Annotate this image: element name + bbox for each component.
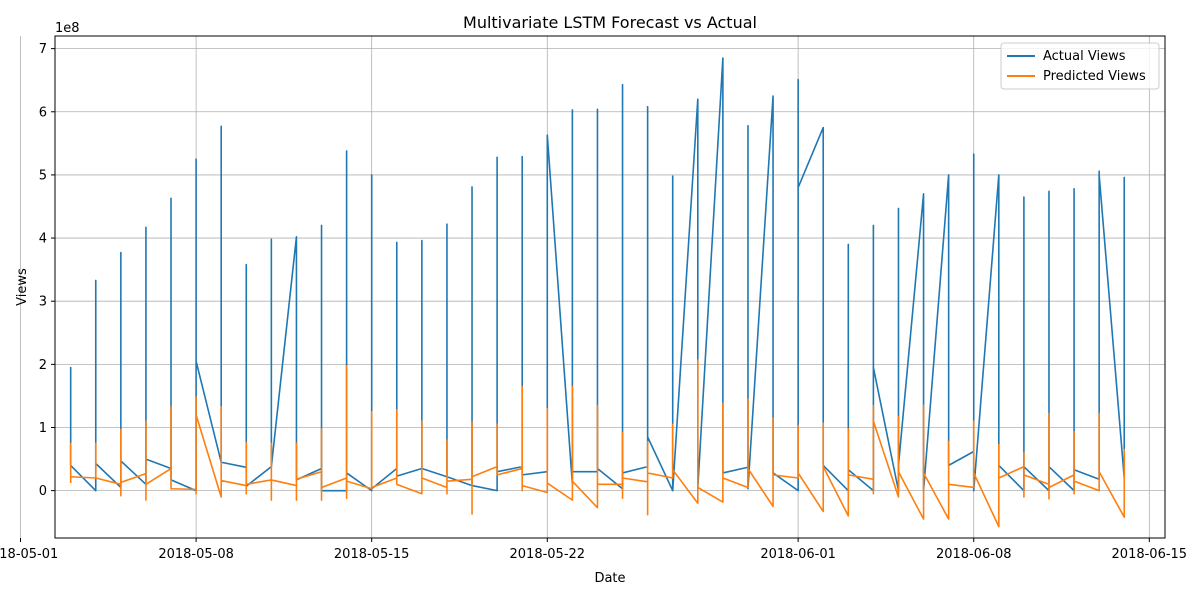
y-tick-label: 0	[39, 484, 47, 499]
x-tick-label: 2018-05-01	[0, 547, 58, 562]
series-layer	[69, 57, 1126, 528]
y-tick-label: 3	[39, 295, 47, 310]
x-axis-label: Date	[594, 571, 625, 586]
x-tick-label: 2018-06-15	[1112, 547, 1188, 562]
y-tick-label: 5	[39, 168, 47, 183]
x-tick-label: 2018-06-08	[936, 547, 1012, 562]
x-tick-label: 2018-05-15	[334, 547, 410, 562]
series-line-predicted-views	[69, 359, 1126, 528]
y-tick-label: 6	[39, 105, 47, 120]
x-tick-label: 2018-05-08	[158, 547, 234, 562]
legend-box	[1000, 42, 1160, 90]
chart-title: Multivariate LSTM Forecast vs Actual	[463, 13, 757, 32]
x-tick-label: 2018-06-01	[760, 547, 836, 562]
ticks-layer: 2018-05-01 2018-05-08 2018-05-15 2018-05-22…	[0, 42, 1187, 562]
y-axis-label: Views	[15, 268, 30, 306]
y-tick-label: 2	[39, 358, 47, 373]
y-tick-label: 1	[39, 421, 47, 436]
axes-frame	[54, 35, 1166, 539]
legend-label-predicted-views: Predicted Views	[1043, 69, 1146, 84]
legend-label-actual-views: Actual Views	[1043, 49, 1126, 64]
x-tick-label: 2018-05-22	[510, 547, 586, 562]
y-tick-label: 7	[39, 42, 47, 57]
legend: Actual Views Predicted Views	[1000, 42, 1160, 90]
y-tick-label: 4	[39, 232, 47, 247]
y-offset-label: 1e8	[55, 21, 80, 36]
